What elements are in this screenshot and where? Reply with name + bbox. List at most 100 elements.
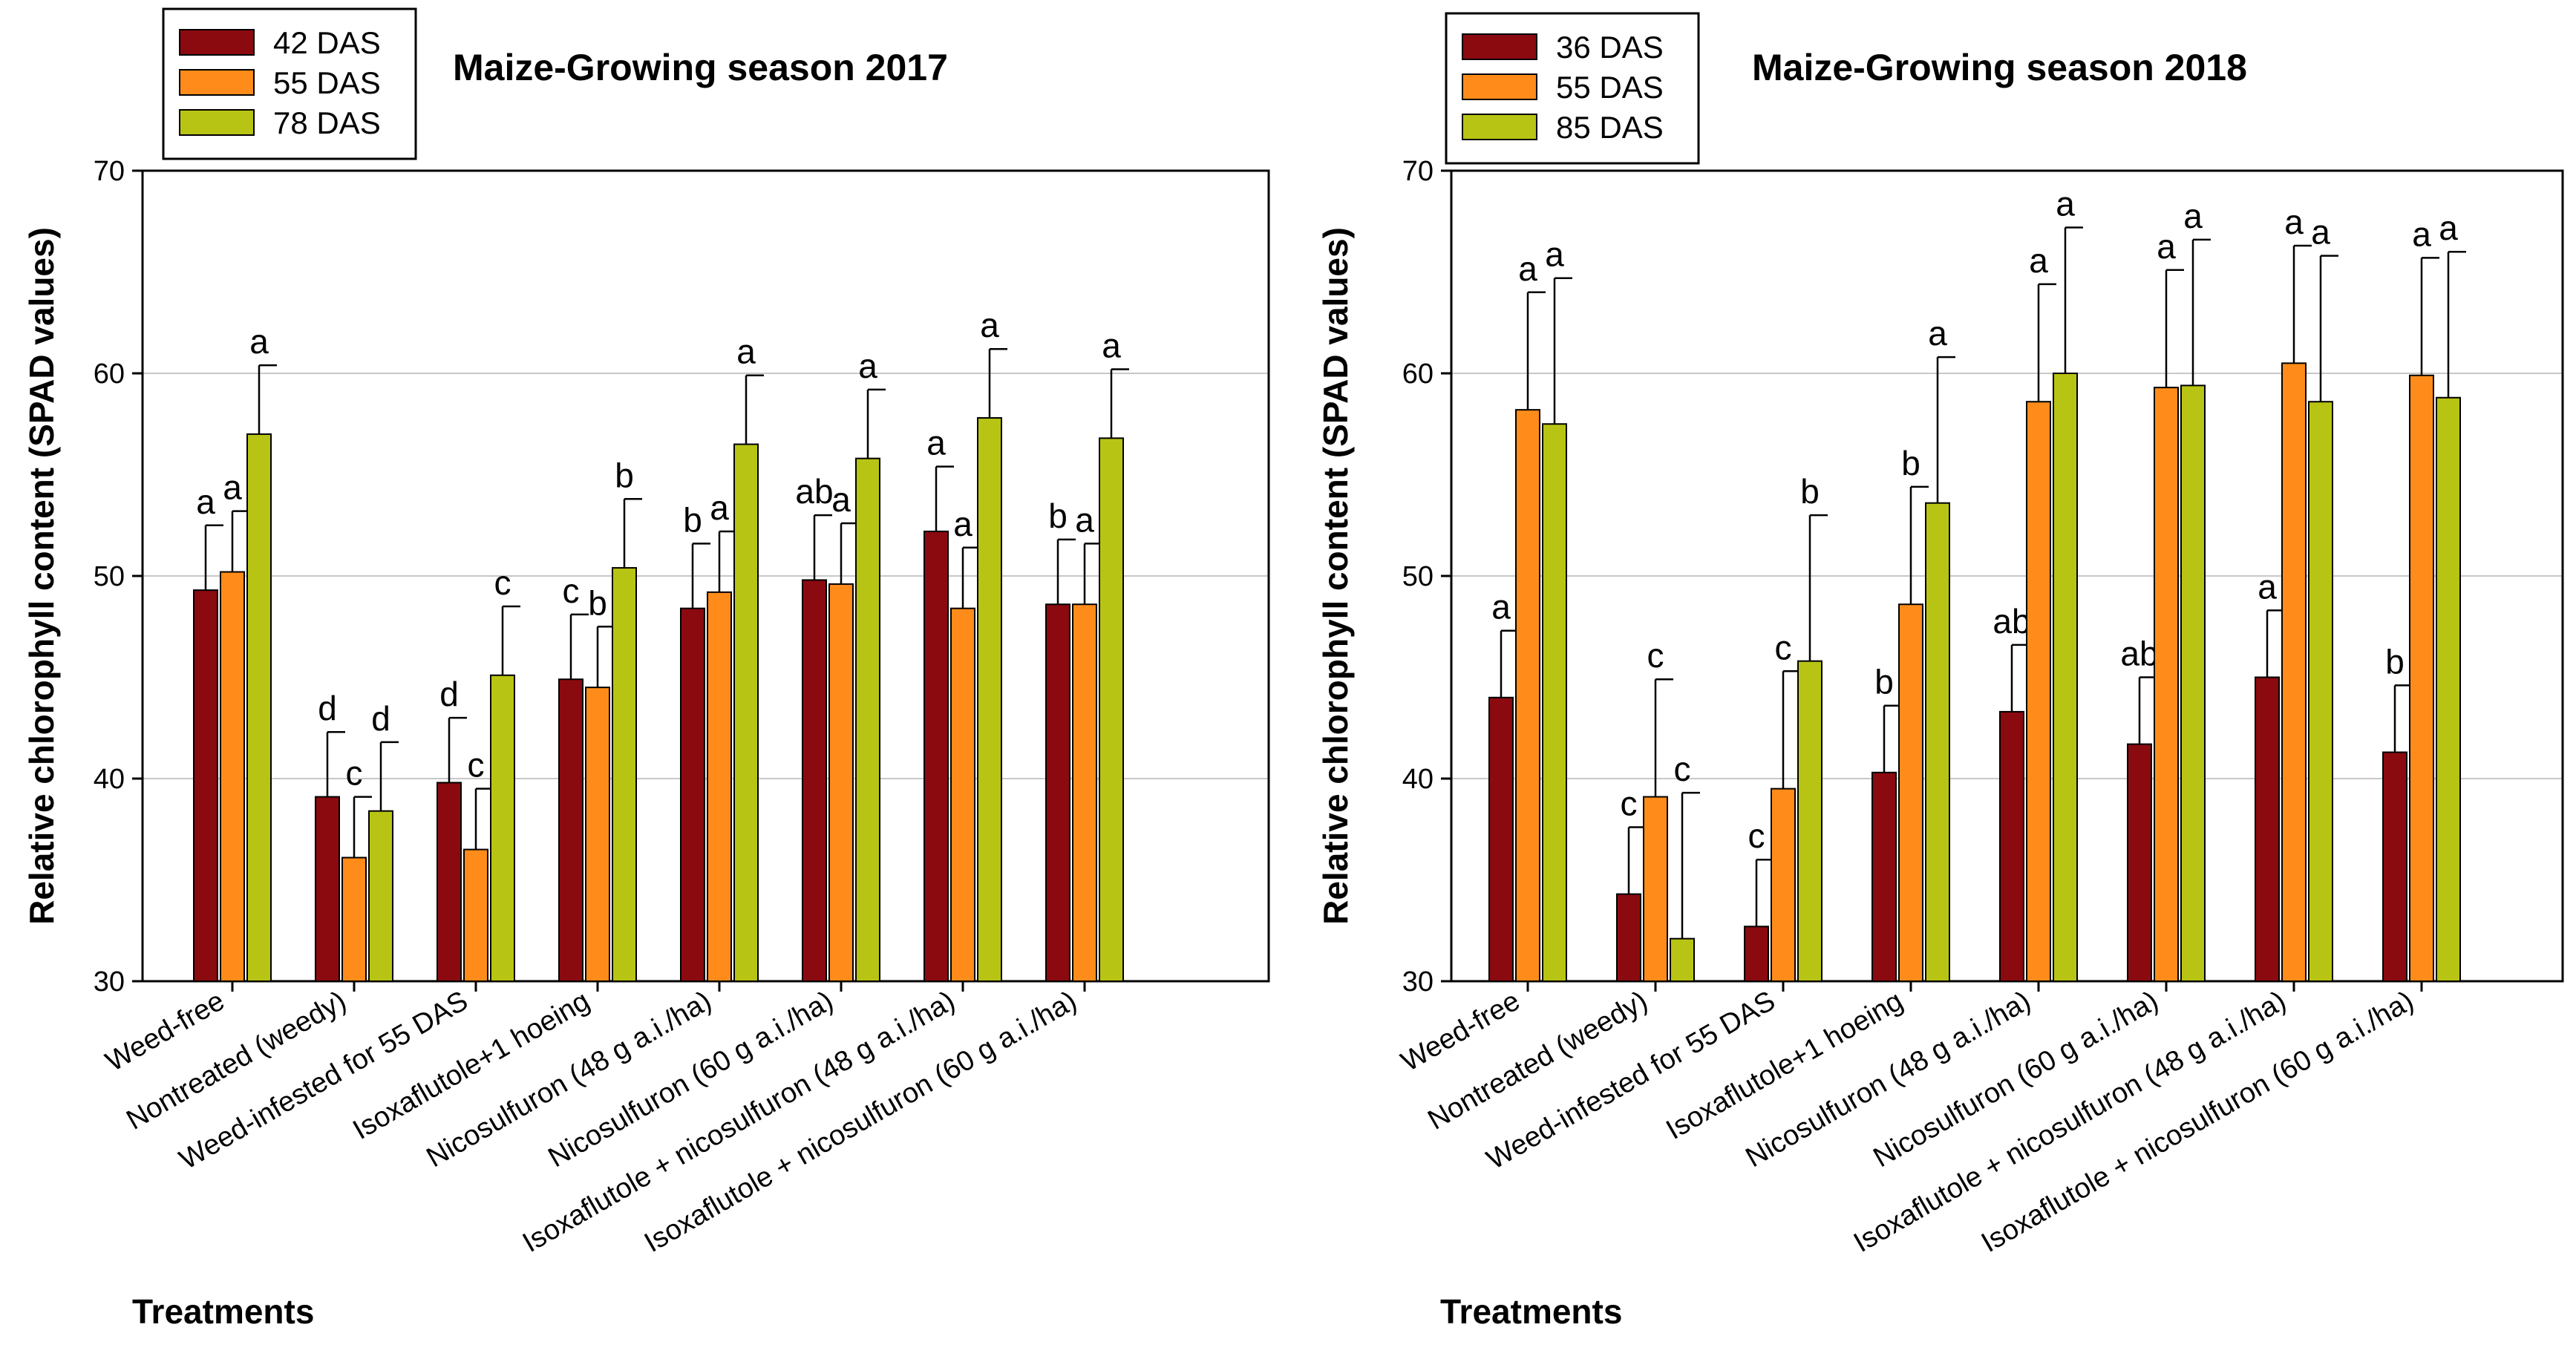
x-tick-label: Nontreated (weedy) [1422,985,1653,1136]
bar-2018-s1-c5 [2154,387,2179,982]
significance-letter: d [318,689,337,727]
legend-label-2017-s0: 42 DAS [273,25,381,60]
bar-2017-s1-c4 [707,591,732,982]
bar-2018-s0-c2 [1744,926,1769,983]
significance-letter: b [1874,663,1894,701]
bar-2017-s1-c2 [463,848,488,983]
legend-label-2017-s1: 55 DAS [273,65,381,100]
bar-2017-s2-c2 [490,674,515,983]
bar-2017-s0-c3 [558,678,583,982]
significance-letter: a [1518,249,1537,288]
y-axis-label-2017: Relative chlorophyll content (SPAD value… [22,227,61,925]
legend-swatch-2018-s1 [1462,73,1537,100]
bar-2018-s2-c3 [1925,502,1950,982]
significance-letter: a [1545,235,1564,274]
bar-2018-s0-c5 [2127,743,2152,983]
significance-letter: c [1775,628,1792,667]
bar-2018-s1-c6 [2281,362,2307,983]
y-tick-label: 70 [1402,156,1434,187]
chart-title-2017: Maize-Growing season 2017 [453,47,948,88]
y-axis-2018: 30 40 50 60 70 [1402,156,1451,998]
significance-letter: ab [2120,635,2158,673]
bar-2017-s1-c7 [1072,603,1097,982]
bar-2018-s2-c2 [1797,660,1823,982]
x-tick-label: Isoxaflutole + nicosulfuron (60 g a.i./h… [639,985,1082,1259]
significance-letter: c [494,563,511,602]
y-axis-2017: 30 40 50 60 70 [94,156,143,998]
significance-letter: c [468,746,485,785]
significance-letter: a [736,333,756,371]
y-tick-label: 40 [94,764,125,795]
x-axis-label-2018: Treatments [1440,1292,1622,1331]
legend-swatch-2018-s2 [1462,114,1537,140]
y-tick-label: 60 [94,358,125,390]
legend-label-2018-s2: 85 DAS [1556,110,1664,145]
bar-2017-s1-c1 [341,857,367,982]
bar-2018-s0-c4 [1999,710,2024,982]
bar-2018-s1-c7 [2409,374,2434,983]
bar-2017-s2-c5 [855,457,880,982]
bar-2018-s0-c3 [1871,771,1897,983]
significance-letter: b [1800,472,1820,511]
significance-letter: c [346,754,363,793]
significance-letter: a [2284,203,2304,241]
significance-letter: a [710,488,729,527]
significance-letter: b [2385,642,2405,681]
significance-letter: c [1674,750,1691,788]
y-tick-label: 50 [94,561,125,592]
significance-letter: b [1048,497,1068,535]
significance-letter: b [683,500,702,539]
significance-letter: a [2258,567,2277,606]
bar-2017-s0-c4 [680,607,705,982]
significance-letter: c [1621,785,1638,823]
bar-2017-s1-c6 [950,607,975,982]
significance-letter: a [2157,227,2176,266]
significance-letter: ab [1993,602,2030,641]
significance-letter: a [2311,213,2330,252]
significance-letter: a [1928,314,1947,353]
bar-2018-s1-c2 [1771,787,1796,983]
y-tick-label: 70 [94,156,125,187]
legend-label-2018-s1: 55 DAS [1556,70,1664,105]
bar-2017-s0-c0 [193,589,218,982]
significance-letter: a [2439,209,2458,247]
bar-2017-s2-c1 [368,810,393,983]
bar-2017-s0-c6 [923,530,949,982]
bar-2018-s2-c4 [2053,373,2078,982]
significance-letter: c [563,572,580,610]
bar-2018-s0-c7 [2382,751,2407,982]
significance-letter: c [1647,636,1664,675]
bar-2017-s2-c6 [977,417,1002,982]
significance-letter: b [615,456,634,494]
legend-swatch-2017-s0 [179,29,255,56]
bar-2017-s0-c1 [315,796,340,982]
bar-2017-s2-c3 [612,567,637,982]
significance-letter: b [588,583,607,622]
y-axis-label-2018: Relative chlorophyll content (SPAD value… [1316,227,1355,925]
legend-2018: 36 DAS 55 DAS 85 DAS [1445,12,1700,165]
significance-letter: a [2183,197,2203,235]
significance-letter: a [1102,327,1121,365]
significance-letter: a [196,482,215,521]
significance-letter: a [858,347,877,385]
legend-swatch-2017-s1 [179,69,255,96]
y-tick-label: 60 [1402,358,1434,390]
significance-letter: a [1075,500,1094,539]
legend-swatch-2018-s0 [1462,33,1537,60]
bar-2018-s0-c6 [2255,676,2280,982]
significance-letter: a [980,306,999,344]
significance-letter: a [2056,184,2075,223]
bar-2018-s2-c0 [1542,423,1567,982]
y-tick-label: 30 [94,966,125,998]
legend-swatch-2017-s2 [179,109,255,136]
bar-2017-s2-c7 [1099,437,1124,982]
x-tick-label: Isoxaflutole + nicosulfuron (48 g a.i./h… [517,985,960,1259]
bar-2017-s0-c7 [1045,603,1070,982]
bar-2018-s1-c4 [2026,401,2051,982]
bar-2018-s1-c3 [1898,603,1923,982]
y-tick-label: 30 [1402,966,1434,998]
